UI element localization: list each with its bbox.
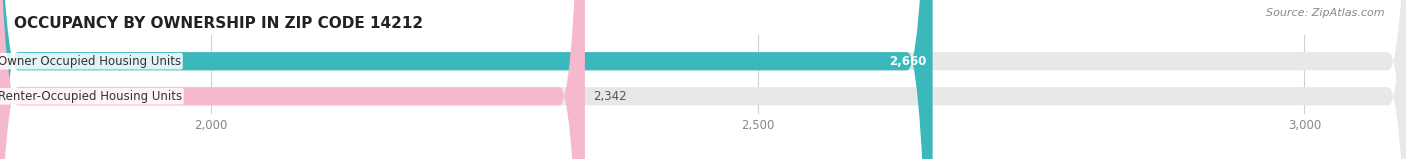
Text: Owner Occupied Housing Units: Owner Occupied Housing Units — [0, 55, 181, 68]
Text: Renter-Occupied Housing Units: Renter-Occupied Housing Units — [0, 90, 181, 103]
Text: Source: ZipAtlas.com: Source: ZipAtlas.com — [1267, 8, 1385, 18]
FancyBboxPatch shape — [0, 0, 932, 159]
Text: 2,342: 2,342 — [593, 90, 627, 103]
FancyBboxPatch shape — [0, 0, 585, 159]
Text: 2,660: 2,660 — [890, 55, 927, 68]
Text: OCCUPANCY BY OWNERSHIP IN ZIP CODE 14212: OCCUPANCY BY OWNERSHIP IN ZIP CODE 14212 — [14, 16, 423, 31]
